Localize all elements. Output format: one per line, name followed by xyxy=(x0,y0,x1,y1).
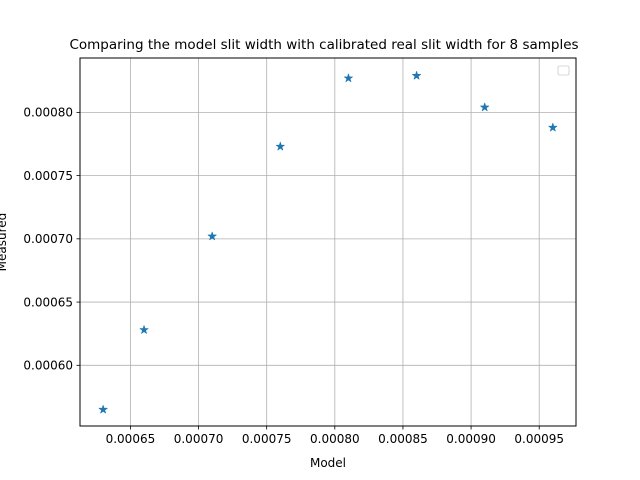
x-axis-label: Model xyxy=(310,456,346,470)
data-point xyxy=(412,71,422,80)
y-tick-label: 0.00080 xyxy=(23,106,73,120)
x-tick-label: 0.00085 xyxy=(378,432,428,446)
x-tick-label: 0.00075 xyxy=(242,432,292,446)
data-point xyxy=(98,404,108,414)
x-tick-label: 0.00095 xyxy=(514,432,564,446)
x-tick-label: 0.00070 xyxy=(174,432,224,446)
y-tick-label: 0.00065 xyxy=(23,295,73,309)
y-axis-label: Measured xyxy=(0,213,9,272)
x-tick-label: 0.00090 xyxy=(446,432,496,446)
data-point xyxy=(548,122,558,132)
axis-ticks: 0.00065 0.00070 0.00075 0.00080 0.00085 0.000… xyxy=(23,106,564,446)
data-point xyxy=(139,325,149,334)
data-points xyxy=(98,71,558,414)
data-point xyxy=(343,73,353,83)
x-tick-label: 0.00080 xyxy=(310,432,360,446)
plot-frame xyxy=(79,57,577,427)
y-tick-label: 0.00075 xyxy=(23,169,73,183)
chart-title: Comparing the model slit width with cali… xyxy=(69,37,578,53)
data-point xyxy=(207,231,217,241)
grid-lines xyxy=(80,58,576,426)
y-tick-label: 0.00070 xyxy=(23,232,73,246)
legend-box xyxy=(557,65,570,76)
data-point xyxy=(480,102,490,112)
x-tick-label: 0.00065 xyxy=(106,432,156,446)
y-tick-label: 0.00060 xyxy=(23,359,73,373)
data-point xyxy=(275,141,285,151)
